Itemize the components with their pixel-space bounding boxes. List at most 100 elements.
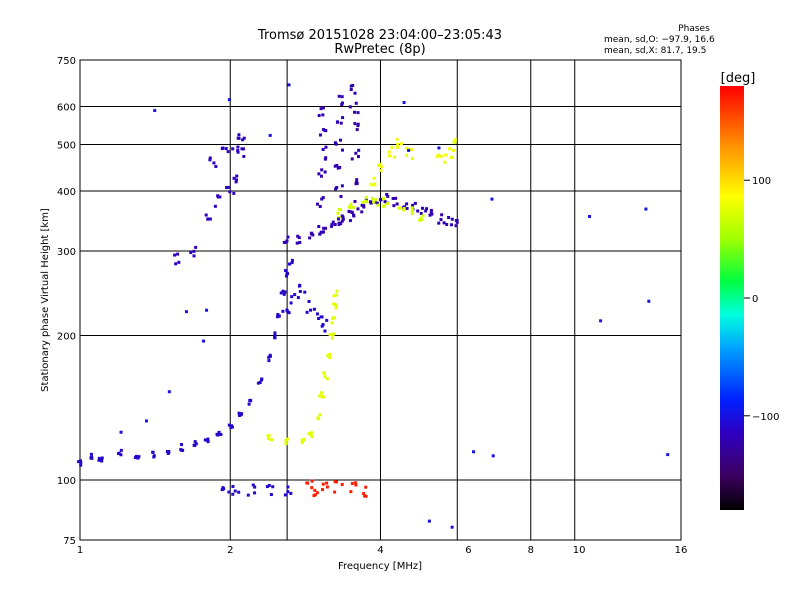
data-point (405, 153, 409, 157)
data-point (382, 204, 386, 208)
data-point (373, 182, 377, 186)
data-point (324, 226, 328, 230)
data-point (347, 209, 351, 213)
data-point (100, 456, 104, 460)
data-point (318, 133, 322, 137)
data-point (421, 206, 425, 210)
data-point (362, 492, 366, 496)
data-point (333, 223, 337, 227)
data-point (340, 102, 344, 106)
y-tick-label: 400 (57, 187, 76, 198)
data-point (353, 199, 357, 203)
data-point (355, 178, 359, 182)
data-point (318, 413, 322, 417)
data-point (296, 296, 300, 300)
data-point (251, 483, 255, 487)
data-point (353, 122, 357, 126)
data-point (387, 154, 391, 158)
data-point (350, 157, 354, 161)
data-point (232, 176, 236, 180)
data-point (100, 459, 104, 463)
data-point (221, 146, 225, 150)
data-point (194, 442, 198, 446)
data-point (386, 194, 390, 198)
data-point (313, 488, 317, 492)
data-point (332, 294, 336, 298)
data-point (237, 133, 241, 137)
data-point (224, 147, 228, 151)
data-point (167, 390, 171, 394)
data-point (216, 195, 220, 199)
x-tick-label: 4 (377, 545, 383, 556)
data-point (320, 315, 324, 319)
data-point (310, 434, 314, 438)
phase-o-line: mean, sd,O: −97.9, 16.6 (604, 35, 715, 45)
data-point (402, 101, 406, 105)
data-point (349, 210, 353, 214)
data-points (77, 83, 670, 529)
data-point (372, 200, 376, 204)
data-point (206, 217, 210, 221)
data-point (273, 335, 277, 339)
data-point (454, 224, 458, 228)
data-point (348, 105, 352, 109)
data-point (284, 269, 288, 273)
data-point (320, 324, 324, 328)
data-point (267, 355, 271, 359)
data-point (288, 262, 292, 266)
data-point (276, 315, 280, 319)
data-point (322, 226, 326, 230)
data-point (267, 437, 271, 441)
data-point (405, 206, 409, 210)
data-point (425, 207, 429, 211)
x-tick-label: 2 (227, 545, 233, 556)
data-point (321, 395, 325, 399)
data-point (137, 455, 141, 459)
y-tick-label: 100 (57, 476, 76, 487)
data-point (352, 213, 356, 217)
colorbar-tick-label: 100 (752, 176, 771, 187)
data-point (599, 319, 603, 323)
grid-lines (80, 60, 681, 540)
data-point (308, 236, 312, 240)
data-point (97, 458, 101, 462)
data-point (331, 220, 335, 224)
x-tick-label: 1 (77, 545, 83, 556)
data-point (268, 133, 272, 137)
data-point (321, 113, 325, 117)
data-point (338, 138, 342, 142)
data-point (227, 185, 231, 189)
data-point (410, 208, 414, 212)
data-point (402, 208, 406, 212)
data-point (256, 381, 260, 385)
data-point (319, 230, 323, 234)
data-point (354, 483, 358, 487)
data-point (203, 438, 207, 442)
data-point (208, 156, 212, 160)
data-point (325, 318, 329, 322)
data-point (335, 163, 339, 167)
data-point (354, 101, 358, 105)
data-point (444, 153, 448, 157)
data-point (237, 411, 241, 415)
data-point (399, 142, 403, 146)
data-point (317, 316, 321, 320)
data-point (332, 332, 336, 336)
data-point (336, 120, 340, 124)
colorbar-tick-label: −100 (752, 412, 779, 423)
data-point (437, 146, 441, 150)
data-point (341, 217, 345, 221)
data-point (194, 245, 198, 249)
y-tick-label: 500 (57, 141, 76, 152)
data-point (302, 437, 306, 441)
data-point (193, 440, 197, 444)
data-point (242, 136, 246, 140)
data-point (309, 432, 313, 436)
data-point (364, 195, 368, 199)
data-point (411, 203, 415, 207)
data-point (315, 312, 319, 316)
data-point (219, 433, 223, 437)
data-point (332, 302, 336, 306)
data-point (289, 491, 293, 495)
data-point (397, 206, 401, 210)
